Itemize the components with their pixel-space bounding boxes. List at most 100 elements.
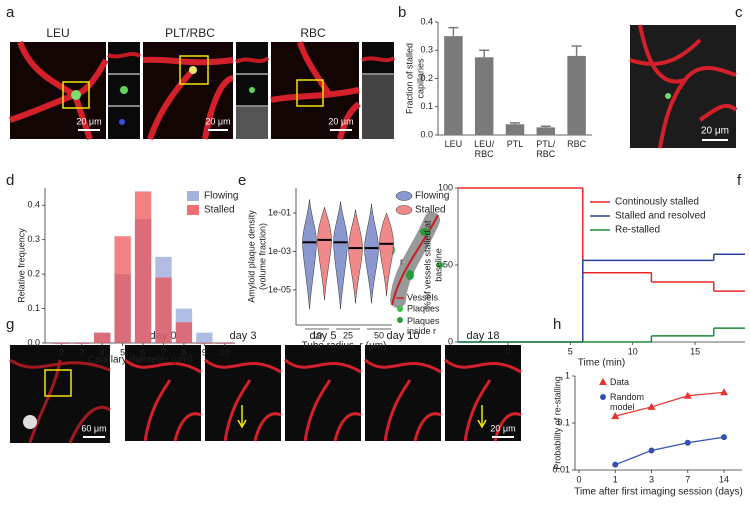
y-axis-label: baseline <box>433 248 443 282</box>
x-tick-label: 5 <box>120 347 125 357</box>
legend-label: Stalled and resolved <box>615 211 706 222</box>
violin <box>379 212 394 296</box>
y-tick-label: 0.3 <box>420 45 433 55</box>
vessel <box>361 56 396 63</box>
scale-bar-label: 20 μm <box>76 116 101 126</box>
violin <box>317 206 332 301</box>
plaque <box>406 270 414 280</box>
error-bar <box>448 26 459 37</box>
x-tick-label: LEU/ RBC <box>474 139 495 159</box>
plaque <box>23 415 37 429</box>
y-axis-label: Fraction of stalled <box>404 43 414 114</box>
series-line <box>615 391 725 417</box>
marker <box>648 447 655 454</box>
y-axis-label: Amyloid plaque density <box>246 210 256 303</box>
image-label: day 5 <box>310 330 337 342</box>
y-axis-label: Probability of re-stalling <box>552 376 562 470</box>
bar <box>505 124 525 135</box>
legend-swatch <box>187 191 199 201</box>
image-label: day 18 <box>466 330 499 342</box>
x-tick-label: 5 <box>568 346 573 356</box>
x-tick-label: 2 <box>59 347 64 357</box>
y-tick-label: 0.0 <box>420 129 433 139</box>
bar <box>536 127 556 135</box>
x-tick-label: 3 <box>649 474 654 484</box>
image-label: day 3 <box>230 330 257 342</box>
vessel <box>107 52 142 59</box>
legend-marker <box>600 394 606 400</box>
vessel <box>142 56 235 140</box>
legend-label: Flowing <box>204 191 238 202</box>
x-tick-label: 10 <box>220 347 230 357</box>
vessel <box>204 358 282 442</box>
y-tick-label: 0.3 <box>27 234 40 244</box>
scale-bar-label: 20 μm <box>328 116 353 126</box>
legend-swatch <box>395 191 413 201</box>
x-tick-label: 50 <box>374 330 384 340</box>
y-tick-label: 1e-03 <box>268 246 291 256</box>
arrow <box>237 405 487 429</box>
y-tick-label: 0.2 <box>420 73 433 83</box>
y-axis-label: Relative frequency <box>16 228 26 303</box>
roi-box <box>44 369 72 397</box>
legend-label: Random model <box>610 392 645 412</box>
bar <box>175 322 193 343</box>
x-tick-label: 6 <box>141 347 146 357</box>
legend-label: Data <box>610 377 630 387</box>
inset-divider <box>108 73 140 107</box>
x-tick-label: 7 <box>161 347 166 357</box>
y-tick-label: 0.2 <box>27 268 40 278</box>
inset-divider <box>236 73 268 107</box>
vessel <box>284 358 362 442</box>
marker <box>612 461 619 468</box>
x-axis-label: Time after first imaging session (days) <box>574 487 743 498</box>
series-line <box>615 436 725 466</box>
annotation: Plaques <box>407 303 440 313</box>
panel-letter: d <box>6 172 14 189</box>
micrograph-group: LEU PLT/RBC RBC 20 μm 20 μm 20 μm <box>9 26 396 141</box>
marker <box>684 439 691 446</box>
panel-letter: g <box>6 316 14 333</box>
bar <box>196 343 213 344</box>
marker <box>721 434 727 441</box>
y-tick-label: 1e-05 <box>268 284 291 294</box>
violin <box>364 203 379 304</box>
legend-marker <box>397 306 403 312</box>
panel-letter: a <box>6 4 15 21</box>
annotation: Plaques inside r <box>407 316 440 336</box>
legend-label: Flowing <box>415 191 449 202</box>
panel-letter: b <box>398 4 406 21</box>
x-tick-label: PTL <box>506 139 524 149</box>
y-tick-label: 1 <box>565 370 570 380</box>
x-tick-label: 8 <box>181 347 186 357</box>
cell <box>189 66 197 74</box>
y-tick-label: 100 <box>438 182 453 192</box>
cell <box>249 87 255 93</box>
x-axis-label: Time (min) <box>578 358 625 369</box>
y-tick-label: 0.4 <box>420 16 433 26</box>
y-tick-label: 50 <box>443 259 453 269</box>
image-label: LEU <box>46 26 69 40</box>
image-label: day 10 <box>386 330 419 342</box>
inset <box>362 75 394 139</box>
scale-bar-label: 20 μm <box>701 126 729 137</box>
y-tick-label: 0.4 <box>27 200 40 210</box>
roi-box <box>179 55 209 85</box>
cell <box>71 90 81 100</box>
vessel <box>270 41 361 140</box>
vessel <box>124 358 202 442</box>
bar <box>474 57 494 135</box>
legend-marker <box>397 317 403 323</box>
bar <box>155 277 172 343</box>
plaque <box>420 228 430 236</box>
legend-label: Stalled <box>415 205 446 216</box>
error-bar <box>540 125 551 128</box>
y-tick-label: 0.1 <box>27 303 40 313</box>
violin <box>302 199 317 310</box>
image-label: PLT/RBC <box>165 26 215 40</box>
vessel <box>9 358 111 444</box>
vessel <box>235 56 270 64</box>
x-axis-label: Capillary diameter (μm) <box>88 355 192 366</box>
bar <box>216 343 233 344</box>
